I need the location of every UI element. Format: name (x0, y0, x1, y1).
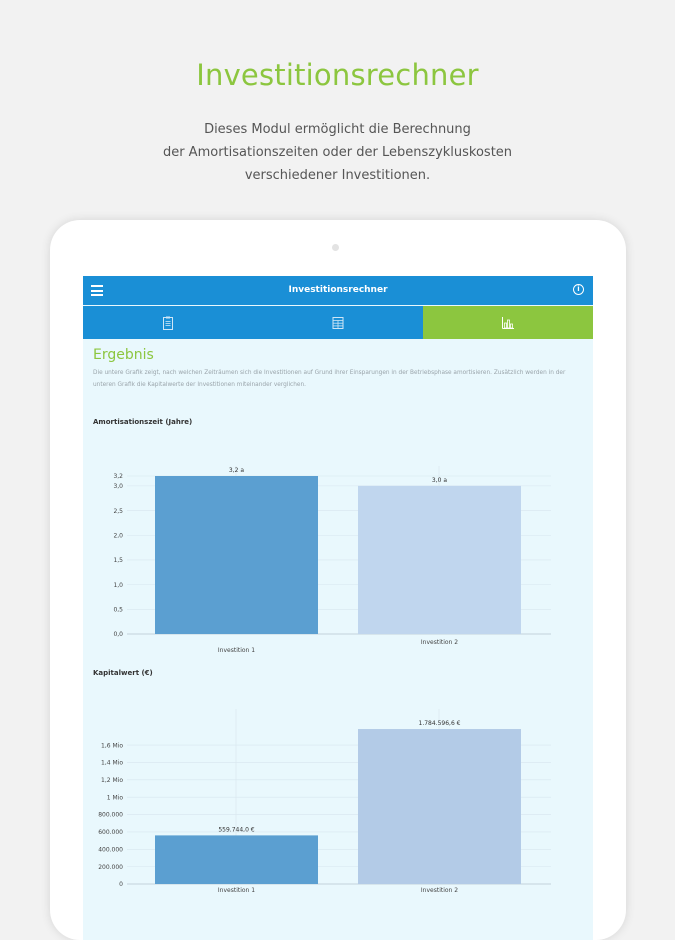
y-tick-label: 0,5 (113, 607, 123, 614)
y-tick-label: 0,0 (113, 631, 123, 638)
hamburger-menu-icon[interactable] (91, 285, 103, 296)
x-tick-label: Investition 1 (218, 647, 255, 654)
x-tick-label: Investition 1 (218, 887, 255, 894)
y-tick-label: 200.000 (98, 864, 123, 871)
y-tick-label: 1,4 Mio (101, 760, 123, 767)
y-tick-label: 600.000 (98, 829, 123, 836)
bar (155, 835, 318, 884)
bar-chart-icon (502, 316, 514, 329)
data-label: 3,0 a (432, 477, 447, 484)
y-tick-label: 1,2 Mio (101, 777, 123, 784)
amortization-chart: 0,0 0,5 1,0 1,5 2,0 2,5 3,0 3,2 3,2 a Investition… (113, 466, 551, 654)
y-tick-label: 1 Mio (107, 794, 124, 801)
y-tick-label: 2,5 (113, 508, 123, 515)
bar (155, 476, 318, 634)
tab-results[interactable] (423, 306, 593, 339)
tab-bar (83, 306, 593, 339)
x-tick-label: Investition 2 (421, 639, 458, 646)
chart-title-capital-value: Kapitalwert (€) (93, 669, 153, 677)
data-label: 3,2 a (229, 467, 244, 474)
y-tick-label: 800.000 (98, 812, 123, 819)
bar (358, 485, 521, 634)
data-label: 1.784.596,6 € (419, 720, 461, 727)
results-content: Ergebnis Die untere Grafik zeigt, nach w… (93, 339, 583, 391)
app-bar: Investitionsrechner i (83, 276, 593, 305)
y-tick-label: 1,5 (113, 557, 123, 564)
clipboard-icon (163, 316, 173, 330)
y-tick-label: 3,0 (113, 483, 123, 490)
y-tick-label: 1,6 Mio (101, 742, 123, 749)
page-headline: Investitionsrechner (196, 58, 479, 92)
data-label: 559.744,0 € (218, 826, 254, 833)
info-icon[interactable]: i (573, 284, 584, 295)
bar (358, 729, 521, 884)
subtitle-line: der Amortisationszeiten oder der Lebensz… (162, 145, 513, 160)
app-title: Investitionsrechner (288, 285, 388, 295)
y-tick-label: 3,2 (113, 473, 123, 480)
subtitle-line: Dieses Modul ermöglicht die Berechnung (204, 122, 471, 137)
tab-calculation[interactable] (253, 306, 423, 339)
tablet-camera (332, 244, 339, 251)
tab-input[interactable] (83, 306, 253, 339)
y-tick-label: 1,0 (113, 582, 123, 589)
page-subtitle: Dieses Modul ermöglicht die Berechnung d… (0, 118, 675, 187)
tablet-frame: Investitionsrechner i (50, 220, 626, 940)
capital-value-chart: 0 200.000 400.000 600.000 800.000 1 Mio 1,2 Mi… (98, 709, 551, 894)
y-tick-label: 0 (119, 881, 123, 888)
calculator-icon (332, 316, 344, 329)
chart-title-amortization: Amortisationszeit (Jahre) (93, 418, 193, 426)
y-tick-label: 400.000 (98, 846, 123, 853)
app-screen: Investitionsrechner i (83, 276, 593, 940)
x-tick-label: Investition 2 (421, 887, 458, 894)
results-description: Die untere Grafik zeigt, nach welchen Ze… (93, 370, 566, 388)
subtitle-line: verschiedener Investitionen. (244, 168, 431, 183)
section-title: Ergebnis (93, 347, 154, 363)
y-tick-label: 2,0 (113, 532, 123, 539)
